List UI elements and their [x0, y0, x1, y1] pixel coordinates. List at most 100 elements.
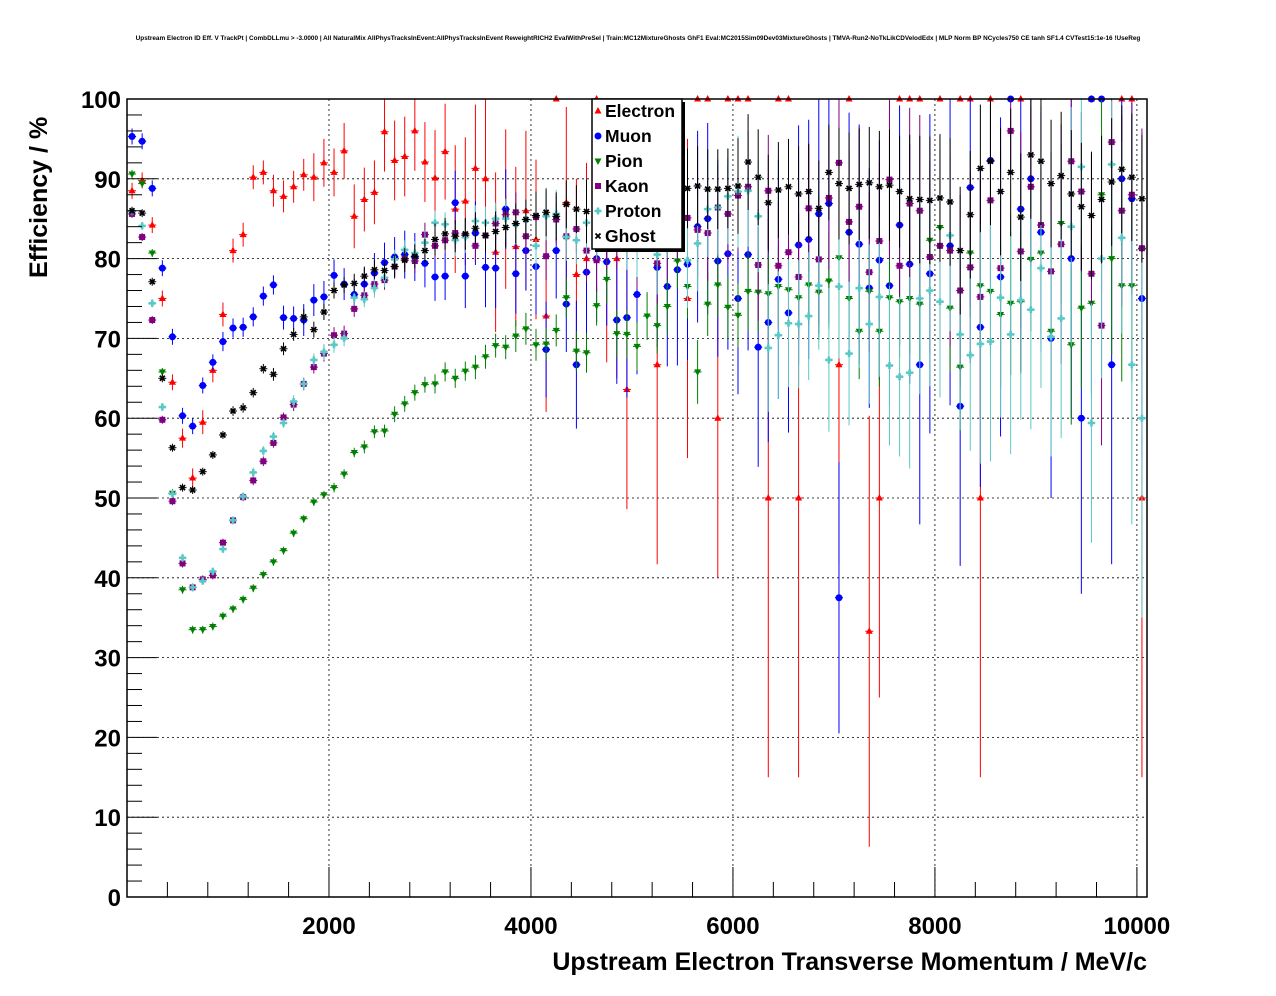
data-point [805, 312, 813, 320]
axis-ticks: 2000 4000 6000 8000 10000 0 10 20 30 40 50 60 70 80 90… [81, 87, 1170, 940]
data-point [320, 158, 328, 166]
data-point [179, 587, 187, 594]
data-point [250, 477, 257, 484]
data-point [1017, 213, 1024, 221]
legend-marker [595, 183, 601, 189]
data-point [876, 183, 883, 190]
data-point [532, 342, 540, 349]
data-point [593, 303, 601, 310]
y-tick-label: 90 [94, 167, 121, 194]
data-point [199, 381, 207, 389]
data-point [350, 212, 358, 219]
data-point [835, 594, 843, 602]
data-point [351, 280, 358, 287]
data-point [320, 293, 328, 301]
data-point [653, 323, 661, 330]
data-point [259, 292, 267, 300]
data-point [956, 330, 964, 338]
y-tick-label: 40 [94, 566, 121, 593]
data-point [259, 572, 267, 579]
data-point [159, 416, 166, 423]
data-point [431, 381, 439, 388]
data-point [1108, 256, 1116, 263]
data-point [734, 312, 742, 320]
legend-label: Kaon [605, 176, 649, 196]
data-point [471, 364, 479, 372]
data-point [896, 188, 903, 195]
y-tick-label: 30 [94, 646, 121, 673]
data-point [825, 278, 833, 285]
data-point [512, 220, 519, 227]
data-point [987, 158, 994, 165]
data-point [1058, 172, 1065, 179]
data-point [1138, 195, 1146, 202]
data-point [158, 294, 166, 301]
data-point [805, 188, 812, 195]
data-point [209, 358, 217, 366]
data-point [441, 272, 449, 280]
x-tick-label: 8000 [908, 913, 961, 940]
legend-box [591, 98, 683, 250]
data-point [986, 338, 994, 346]
data-point [411, 126, 419, 134]
data-point [199, 577, 207, 585]
data-point [219, 431, 227, 439]
data-point [320, 348, 328, 356]
data-point [250, 389, 257, 396]
series-ghost [128, 99, 1146, 495]
data-point [401, 401, 409, 408]
data-point [866, 179, 873, 186]
data-point [370, 429, 378, 436]
data-point [239, 230, 247, 238]
data-point [714, 282, 722, 289]
data-point [209, 451, 216, 459]
data-point [462, 230, 469, 237]
data-point [370, 188, 378, 195]
data-point [179, 484, 186, 491]
x-tick-label: 6000 [706, 913, 759, 940]
data-point [310, 499, 318, 506]
data-point [320, 492, 328, 499]
data-point [734, 182, 742, 190]
data-point [795, 190, 802, 198]
data-point [744, 288, 752, 296]
data-point [785, 183, 792, 190]
data-point [684, 185, 691, 192]
data-point [148, 299, 156, 307]
data-point [401, 152, 409, 159]
data-point [421, 158, 429, 165]
data-point [431, 273, 439, 281]
data-point [512, 270, 520, 278]
data-point [431, 174, 439, 181]
data-point [472, 225, 479, 232]
data-point [270, 439, 277, 446]
data-point [997, 188, 1004, 195]
data-point [886, 182, 893, 189]
data-point [492, 264, 500, 272]
data-point [856, 181, 863, 188]
data-point [149, 278, 156, 285]
data-point [1087, 419, 1095, 427]
data-point [906, 369, 914, 377]
data-point [916, 196, 923, 203]
legend-marker [594, 107, 602, 114]
data-point [239, 596, 247, 604]
y-axis-label: Efficiency / % [25, 117, 53, 278]
data-point [875, 494, 883, 501]
data-point [280, 548, 288, 555]
data-point [1108, 178, 1115, 186]
data-point [149, 317, 156, 324]
data-point [300, 313, 307, 320]
data-point [966, 351, 974, 359]
data-point [835, 283, 843, 291]
data-point [300, 516, 308, 523]
data-point [845, 350, 853, 358]
data-point [411, 253, 418, 260]
data-point [714, 186, 721, 193]
data-point [280, 419, 288, 427]
data-point [451, 375, 459, 383]
data-point [259, 168, 267, 175]
data-point [269, 433, 277, 441]
data-point [209, 567, 217, 575]
data-point [441, 230, 449, 237]
